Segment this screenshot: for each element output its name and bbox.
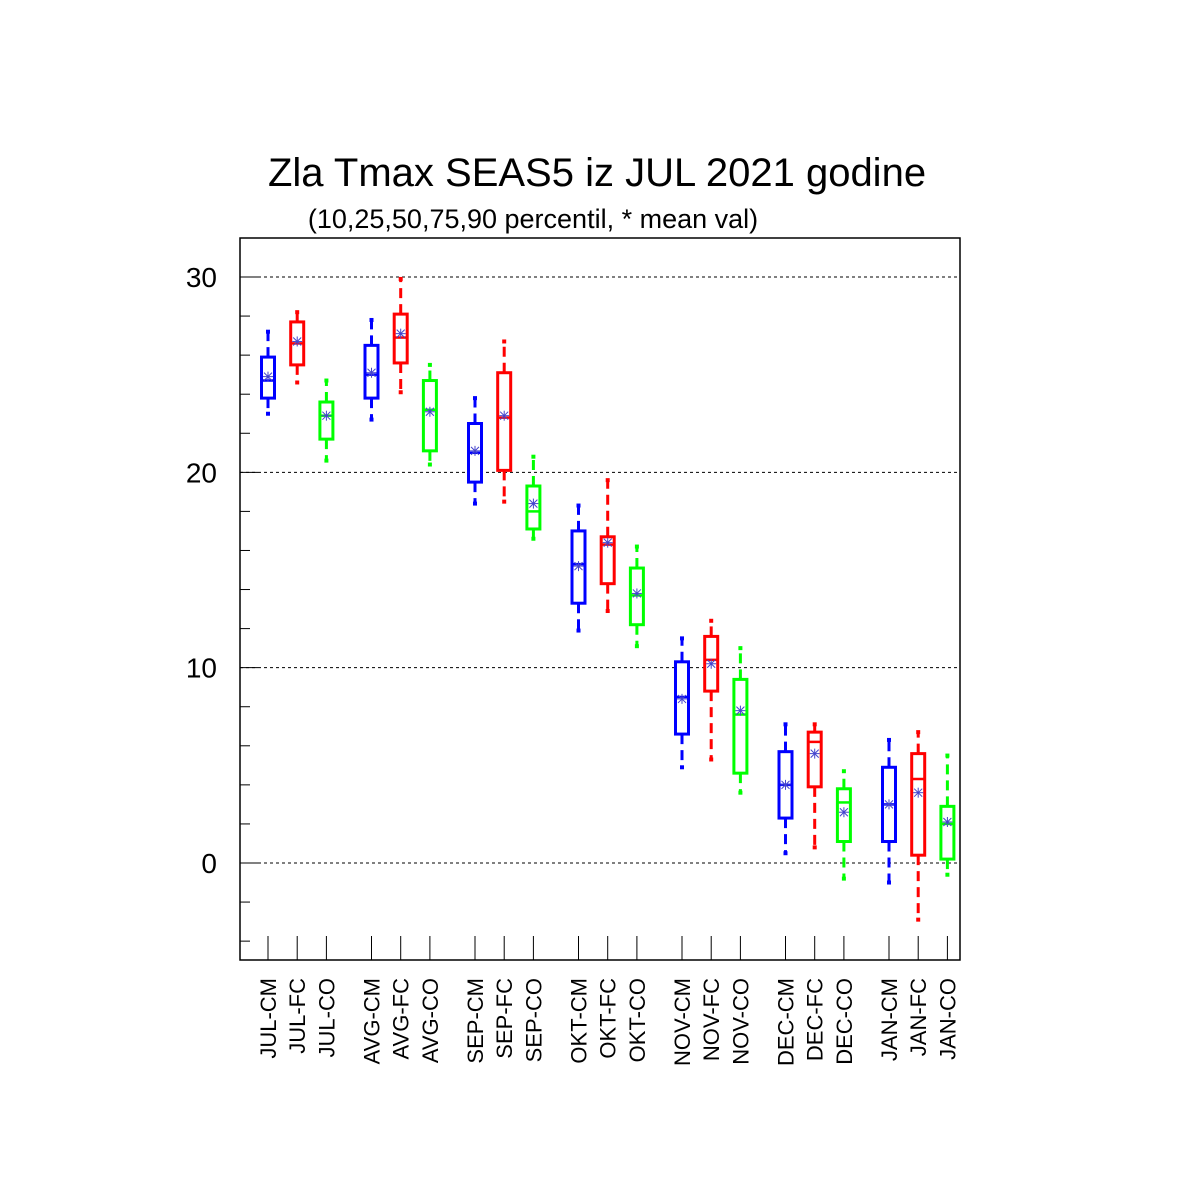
x-tick-label: SEP-FC	[492, 978, 517, 1059]
mean-marker	[292, 336, 303, 347]
x-tick-label: NOV-CM	[670, 978, 695, 1066]
y-tick-label: 20	[186, 457, 217, 488]
mean-marker	[942, 816, 953, 827]
x-tick-label: DEC-CO	[832, 978, 857, 1065]
box-nov-fc	[703, 618, 720, 762]
box-jan-fc	[910, 730, 927, 922]
x-tick-label: JUL-FC	[285, 978, 310, 1054]
x-tick-label: AVG-CO	[418, 978, 443, 1063]
box-jan-co	[939, 753, 956, 877]
x-tick-label: DEC-FC	[803, 978, 828, 1061]
x-tick-label: NOV-CO	[728, 978, 753, 1065]
x-tick-label: OKT-FC	[596, 978, 621, 1059]
box-avg-cm	[363, 317, 380, 422]
box-jul-co	[318, 378, 335, 463]
y-axis: 0 10 20 30	[186, 262, 258, 942]
x-tick-label: NOV-FC	[699, 978, 724, 1061]
mean-marker	[809, 748, 820, 759]
x-tick-label: SEP-CO	[521, 978, 546, 1062]
x-tick-label: DEC-CM	[774, 978, 799, 1066]
mean-marker	[913, 787, 924, 798]
x-tick-label: JAN-CO	[935, 978, 960, 1060]
x-tick-label: JUL-CO	[314, 978, 339, 1057]
box-sep-co	[525, 454, 542, 541]
mean-marker	[499, 410, 510, 421]
mean-marker	[838, 807, 849, 818]
mean-marker	[735, 705, 746, 716]
box-jan-cm	[881, 737, 897, 885]
iqr-box	[732, 677, 749, 775]
box-sep-cm	[467, 396, 483, 506]
iqr-box	[939, 804, 956, 861]
x-tick-label: AVG-FC	[389, 978, 414, 1060]
box-nov-co	[732, 646, 749, 795]
iqr-box	[806, 730, 823, 789]
iqr-box	[599, 535, 616, 586]
x-tick-label: JUL-CM	[256, 978, 281, 1059]
x-tick-label: JAN-FC	[906, 978, 931, 1056]
plot-frame	[239, 237, 961, 961]
box-jul-cm	[260, 329, 276, 416]
box-nov-cm	[674, 636, 690, 770]
mean-marker	[706, 658, 717, 669]
mean-marker	[602, 537, 613, 548]
y-tick-label: 30	[186, 262, 217, 293]
y-tick-label: 10	[186, 653, 217, 684]
x-axis: JUL-CM JUL-FC JUL-CO AVG-CM AVG-FC AVG-CO SEP-…	[256, 936, 960, 1066]
mean-marker	[321, 410, 332, 421]
box-avg-fc	[392, 276, 409, 395]
x-tick-label: OKT-CO	[625, 978, 650, 1062]
box-dec-co	[835, 769, 852, 881]
iqr-box	[496, 371, 513, 472]
chart-title: Zla Tmax SEAS5 iz JUL 2021 godine	[268, 151, 926, 195]
plot-area	[260, 276, 956, 922]
mean-marker	[263, 371, 273, 382]
box-jul-fc	[289, 310, 306, 385]
x-tick-label: AVG-CM	[360, 978, 385, 1064]
mean-marker	[395, 328, 406, 339]
mean-marker	[470, 445, 480, 456]
mean-marker	[780, 779, 791, 790]
x-tick-label: JAN-CM	[877, 978, 902, 1061]
mean-marker	[677, 693, 687, 704]
mean-marker	[884, 799, 894, 810]
box-dec-fc	[806, 722, 823, 850]
mean-marker	[528, 498, 539, 509]
box-okt-fc	[599, 478, 616, 614]
y-tick-label: 0	[201, 848, 217, 879]
x-tick-label: OKT-CM	[567, 978, 592, 1064]
box-okt-co	[628, 544, 645, 649]
mean-marker	[424, 406, 435, 417]
grid-lines	[240, 276, 960, 864]
box-okt-cm	[570, 503, 587, 633]
mean-marker	[631, 588, 642, 599]
box-sep-fc	[496, 339, 513, 504]
box-dec-cm	[777, 722, 794, 856]
box-avg-co	[421, 362, 438, 467]
iqr-box	[910, 752, 927, 857]
mean-marker	[573, 561, 584, 572]
x-tick-label: SEP-CM	[463, 978, 488, 1064]
chart-subtitle: (10,25,50,75,90 percentil, * mean val)	[308, 204, 758, 234]
mean-marker	[366, 367, 377, 378]
